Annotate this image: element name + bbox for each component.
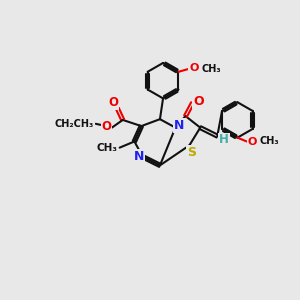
Text: O: O: [194, 95, 204, 108]
Text: O: O: [248, 137, 257, 147]
Text: H: H: [219, 134, 229, 146]
Text: CH₃: CH₃: [260, 136, 280, 146]
Text: N: N: [174, 119, 184, 132]
Text: CH₂CH₃: CH₂CH₃: [55, 119, 94, 129]
Text: CH₃: CH₃: [96, 143, 117, 153]
Text: O: O: [189, 63, 199, 73]
Text: CH₃: CH₃: [202, 64, 221, 74]
Text: O: O: [109, 96, 118, 109]
Text: N: N: [134, 150, 144, 163]
Text: S: S: [187, 146, 196, 159]
Text: O: O: [101, 120, 112, 133]
